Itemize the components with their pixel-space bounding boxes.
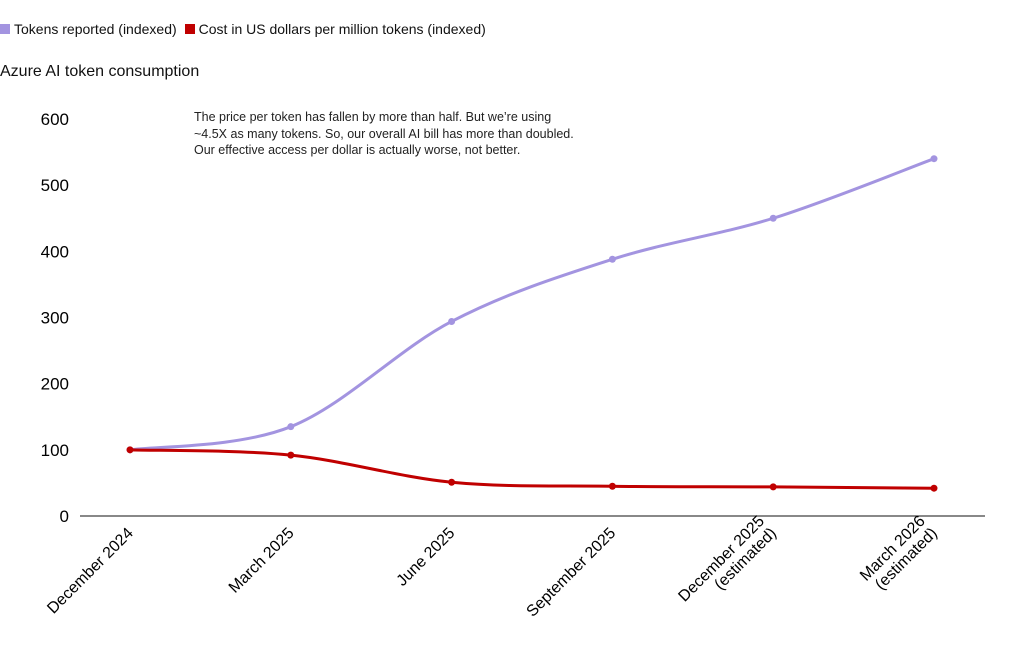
x-tick-label: December 2024 <box>44 525 137 618</box>
y-tick-label: 300 <box>41 309 69 328</box>
series-line <box>129 448 935 490</box>
y-tick-label: 500 <box>41 176 69 195</box>
data-point <box>930 155 938 163</box>
y-tick-label: 600 <box>41 110 69 129</box>
data-point <box>769 214 777 222</box>
y-tick-label: 200 <box>41 375 69 394</box>
data-point <box>126 446 134 454</box>
y-tick-label: 400 <box>41 242 69 261</box>
legend-item: Cost in US dollars per million tokens (i… <box>184 21 486 37</box>
legend: Tokens reported (indexed) Cost in US doll… <box>0 21 486 37</box>
data-point <box>287 423 295 431</box>
series-line <box>129 157 935 452</box>
data-point <box>769 483 777 491</box>
y-tick-label: 100 <box>41 441 69 460</box>
legend-swatch <box>0 24 10 34</box>
legend-swatch <box>184 24 195 34</box>
legend-item: Tokens reported (indexed) <box>0 21 177 37</box>
data-point <box>287 451 295 459</box>
annotation: The price per token has fallen by more t… <box>194 110 574 157</box>
x-tick-label: June 2025 <box>394 525 459 590</box>
x-tick-label: March 2026(estimated) <box>857 513 941 597</box>
y-tick-label: 0 <box>60 507 69 526</box>
x-tick-label: March 2025 <box>226 525 298 597</box>
data-point <box>608 482 616 490</box>
data-point <box>448 317 456 325</box>
x-tick-label: September 2025 <box>524 525 620 621</box>
data-point <box>608 255 616 263</box>
legend-label: Tokens reported (indexed) <box>14 21 177 37</box>
data-point <box>448 478 456 486</box>
x-tick-label: December 2025(estimated) <box>675 513 780 618</box>
legend-label: Cost in US dollars per million tokens (i… <box>198 21 486 37</box>
data-point <box>930 484 938 492</box>
chart-title: Azure AI token consumption <box>0 63 200 80</box>
